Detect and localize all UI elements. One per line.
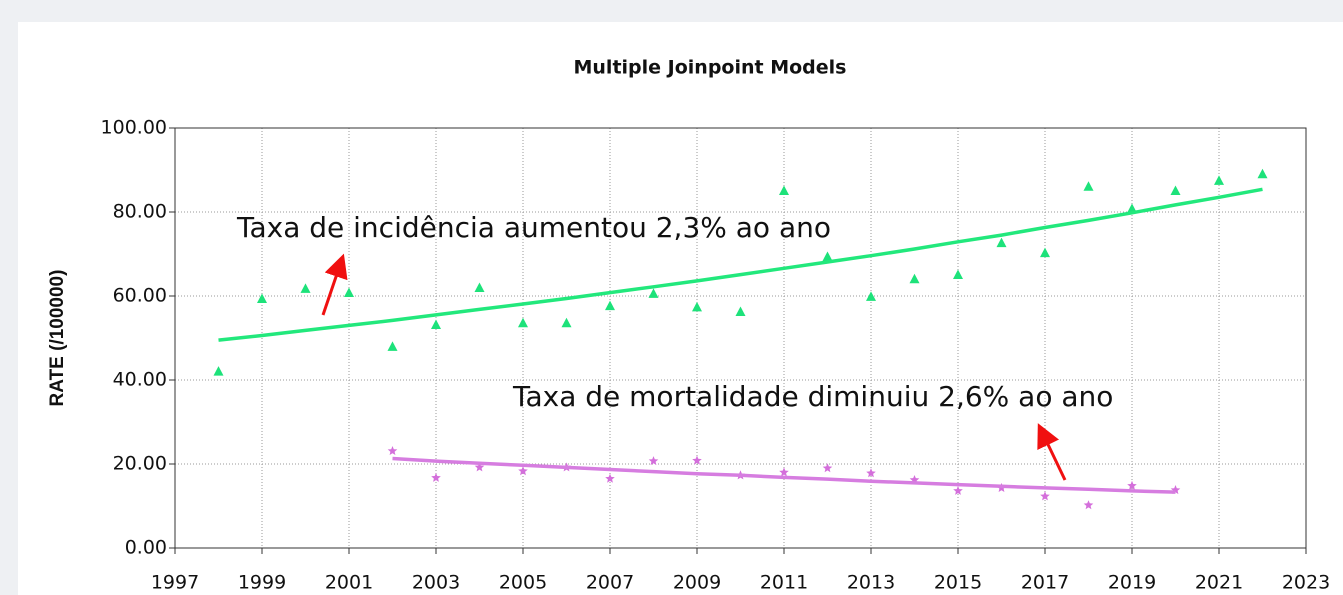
x-tick-label: 2005 (499, 572, 547, 594)
y-tick-label: 60.00 (113, 285, 167, 307)
data-point (996, 237, 1007, 248)
data-point (518, 466, 528, 476)
data-point (344, 287, 354, 298)
plot-area: 0.00 20.00 40.00 60.00 80.00 100.00 1997 1999 20… (101, 117, 1331, 594)
data-point (474, 462, 485, 472)
data-point (909, 273, 920, 284)
fit-line (392, 456, 1176, 494)
data-point (1127, 480, 1137, 490)
data-point (518, 317, 528, 328)
data-point (213, 366, 224, 376)
annotation: Taxa de incidência aumentou 2,3% ao ano (236, 211, 831, 244)
y-tick-label: 20.00 (113, 453, 167, 475)
x-tick-label: 1999 (238, 572, 286, 594)
x-tick-label: 2019 (1108, 572, 1156, 594)
data-point (1170, 485, 1181, 495)
annotation: Taxa de mortalidade diminuiu 2,6% ao ano (512, 380, 1113, 413)
data-point (735, 306, 746, 316)
data-point (822, 251, 833, 261)
data-point (692, 455, 702, 465)
data-point (692, 301, 702, 312)
data-point (648, 288, 659, 298)
data-point (866, 291, 876, 301)
x-tick-label: 2017 (1021, 572, 1069, 594)
data-point (257, 293, 267, 303)
data-point (431, 319, 441, 329)
data-point (431, 472, 441, 482)
plot-frame (174, 127, 1307, 549)
x-tick-label: 2007 (586, 572, 634, 594)
y-axis-label: RATE (/100000) (47, 270, 68, 407)
data-point (648, 456, 659, 466)
data-point (1040, 491, 1050, 501)
x-tick-label: 2003 (412, 572, 460, 594)
x-tick-label: 2009 (673, 572, 721, 594)
data-point (561, 317, 572, 328)
y-tick-label: 0.00 (125, 537, 167, 559)
data-point (1170, 185, 1181, 195)
data-point (909, 475, 920, 484)
fit-line (218, 187, 1263, 342)
data-point (605, 473, 615, 483)
data-point (1083, 500, 1094, 510)
x-tick-label: 2015 (934, 572, 982, 594)
y-tick-label: 40.00 (113, 369, 167, 391)
chart-title: Multiple Joinpoint Models (574, 57, 847, 79)
x-tick-label: 2023 (1282, 572, 1330, 594)
data-point (387, 446, 398, 455)
data-point (822, 463, 833, 473)
data-point (779, 185, 789, 195)
data-point (474, 282, 485, 293)
data-point (1214, 175, 1224, 185)
x-tick-label: 2013 (847, 572, 895, 594)
data-point (1040, 247, 1050, 258)
y-tick-label: 100.00 (101, 117, 167, 139)
y-tick-label: 80.00 (113, 201, 167, 223)
data-point (1083, 181, 1094, 191)
arrow (1037, 423, 1067, 481)
data-point (953, 269, 963, 279)
x-tick-label: 1997 (151, 572, 199, 594)
panel (18, 22, 1343, 595)
x-tick-label: 2011 (760, 572, 808, 594)
data-point (953, 485, 963, 495)
data-point (605, 300, 615, 311)
data-point (1257, 168, 1268, 179)
data-point (866, 468, 876, 478)
data-point (387, 341, 398, 351)
arrow (321, 253, 348, 316)
data-point (779, 467, 789, 477)
x-tick-label: 2021 (1195, 572, 1243, 594)
data-point (300, 283, 311, 293)
x-tick-label: 2001 (325, 572, 373, 594)
